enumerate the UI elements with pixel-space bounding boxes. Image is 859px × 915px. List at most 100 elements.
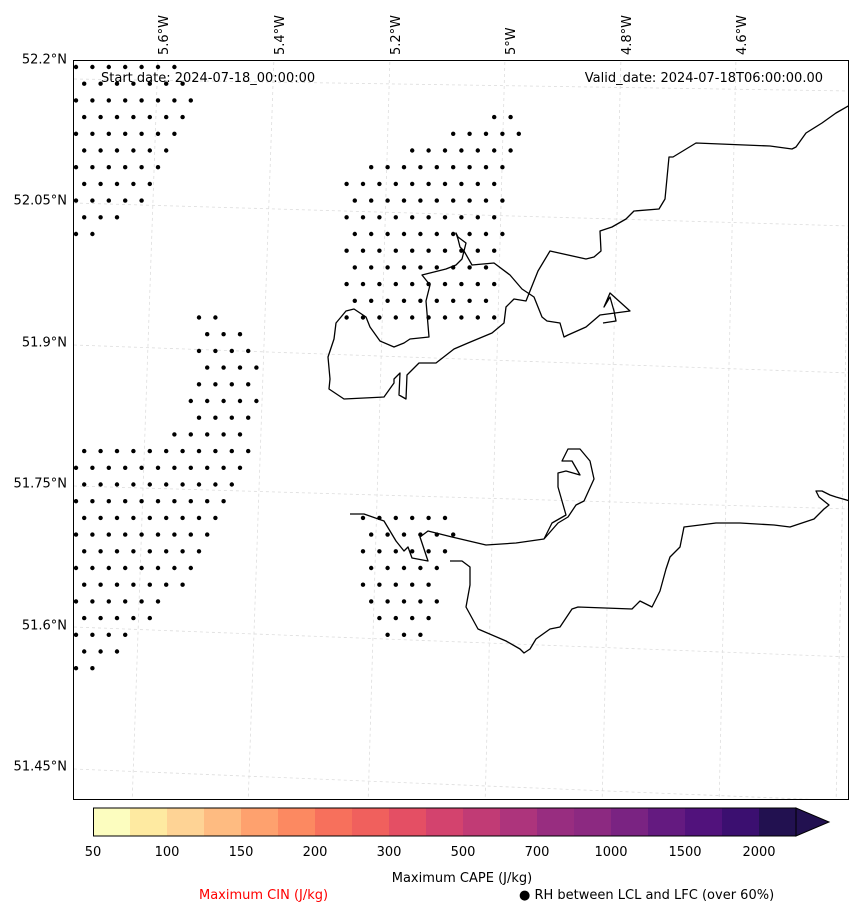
- rh-legend-label: ● RH between LCL and LFC (over 60%): [519, 888, 775, 903]
- rh-dot: [483, 298, 489, 303]
- rh-dot: [90, 632, 95, 637]
- parallel-51-45: [74, 768, 812, 799]
- rh-dot: [410, 248, 415, 253]
- colorbar-cell: [426, 808, 464, 836]
- rh-dot: [393, 215, 398, 220]
- colorbar-tick-label: 1000: [594, 845, 628, 860]
- rh-dot: [246, 415, 251, 420]
- rh-dot: [164, 582, 169, 587]
- rh-dot: [172, 131, 177, 136]
- rh-dot: [131, 81, 136, 86]
- rh-dot: [90, 64, 95, 70]
- rh-dot: [475, 281, 480, 287]
- colorbar-tick-label: 50: [84, 845, 102, 860]
- rh-dot: [147, 148, 152, 153]
- rh-dot: [131, 181, 136, 187]
- rh-dot: [500, 131, 505, 136]
- rh-dot: [164, 148, 169, 153]
- rh-dot: [418, 599, 423, 604]
- rh-dot: [459, 215, 464, 220]
- rh-dot: [205, 432, 210, 437]
- rh-dot: [82, 448, 87, 454]
- rh-dot: [377, 315, 382, 320]
- colorbar-cell: [278, 808, 316, 836]
- rh-dot: [155, 565, 161, 571]
- lat-label-51-6: 51.6°N: [21, 618, 67, 634]
- rh-dot: [147, 582, 152, 587]
- rh-dot: [114, 582, 120, 587]
- rh-dot: [98, 649, 103, 654]
- rh-dot: [451, 298, 456, 303]
- rh-dot: [114, 81, 120, 86]
- rh-dot: [410, 281, 415, 287]
- rh-dot: [172, 64, 177, 70]
- colorbar-tick-label: 300: [376, 845, 402, 860]
- rh-dot: [90, 599, 95, 604]
- rh-dot: [377, 181, 382, 187]
- rh-dot: [426, 181, 431, 187]
- rh-dot: [401, 265, 407, 270]
- rh-dot: [74, 599, 79, 604]
- rh-dot: [492, 315, 497, 320]
- parallel-51-75: [74, 485, 848, 510]
- rh-dot: [74, 499, 79, 504]
- rh-dot: [114, 482, 120, 487]
- rh-dot: [237, 398, 243, 404]
- rh-dot: [106, 499, 111, 504]
- lat-label-51-75: 51.75°N: [13, 476, 67, 492]
- rh-dot: [123, 599, 128, 604]
- rh-dot: [147, 549, 152, 554]
- rh-dot: [164, 515, 169, 521]
- rh-dot: [131, 114, 136, 120]
- rh-dot: [172, 565, 177, 571]
- rh-dot: [90, 98, 95, 103]
- rh-dot: [344, 215, 349, 220]
- rh-dot: [442, 515, 448, 521]
- rh-dot: [205, 532, 210, 537]
- rh-dot: [508, 114, 513, 120]
- map-panel[interactable]: [73, 60, 849, 800]
- rh-dot: [434, 231, 439, 237]
- rh-dot: [106, 165, 111, 170]
- rh-dot: [475, 248, 480, 253]
- rh-dot: [393, 582, 398, 587]
- colorbar-tick-label: 150: [228, 845, 254, 860]
- rh-dot: [492, 181, 497, 187]
- rh-dot: [172, 499, 177, 504]
- rh-dot: [74, 666, 79, 671]
- rh-dot: [196, 315, 202, 320]
- rh-dot: [475, 148, 480, 153]
- rh-dot: [114, 148, 120, 153]
- rh-dot: [74, 131, 79, 136]
- rh-dot: [426, 248, 431, 253]
- rh-dot: [74, 165, 79, 170]
- rh-dot: [369, 165, 374, 170]
- rh-dot: [418, 565, 423, 571]
- rh-dot: [90, 198, 95, 203]
- rh-dot: [74, 98, 79, 103]
- colorbar-outline: [93, 807, 797, 837]
- rh-dot: [114, 549, 120, 554]
- rh-dot: [401, 298, 407, 303]
- rh-dot: [483, 265, 489, 270]
- rh-dot: [483, 231, 489, 237]
- rh-dot: [360, 215, 366, 220]
- rh-dot: [360, 582, 366, 587]
- rh-dot: [418, 165, 423, 170]
- rh-dot: [352, 298, 357, 303]
- rh-dot: [180, 582, 185, 587]
- rh-dot: [401, 165, 407, 170]
- lat-label-52-2: 52.2°N: [21, 52, 67, 68]
- rh-dot: [213, 415, 218, 420]
- rh-dot: [114, 215, 120, 220]
- coastline-south-wales: [350, 448, 595, 562]
- rh-dot: [237, 332, 243, 337]
- rh-dot: [74, 632, 79, 637]
- colorbar-cell: [648, 808, 686, 836]
- rh-dot: [164, 482, 169, 487]
- colorbar-cell: [463, 808, 501, 836]
- rh-dot: [377, 582, 382, 587]
- parallel-51-6: [74, 626, 848, 658]
- rh-dot: [188, 565, 193, 571]
- rh-dot: [90, 165, 95, 170]
